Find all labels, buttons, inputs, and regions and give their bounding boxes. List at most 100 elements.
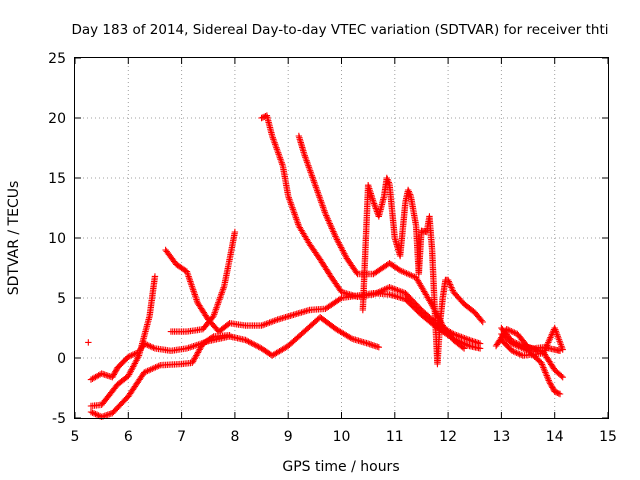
y-tick-label: 5 [57, 291, 66, 307]
x-axis-label: GPS time / hours [282, 459, 399, 475]
data-point [144, 341, 151, 349]
y-tick-label: 20 [48, 111, 66, 127]
data-point [87, 408, 95, 416]
data-point [148, 343, 156, 351]
data-point [406, 189, 413, 197]
data-point [559, 346, 566, 353]
data-point [85, 339, 92, 346]
data-point [384, 176, 391, 183]
data-point [92, 410, 99, 418]
data-point [336, 295, 344, 303]
data-point [508, 328, 515, 335]
data-point [555, 390, 562, 397]
data-point [478, 317, 485, 324]
data-point [187, 344, 194, 351]
data-point [255, 343, 262, 351]
x-tick-label: 6 [124, 429, 133, 445]
data-point [189, 284, 196, 292]
data-point [126, 352, 134, 360]
x-tick-label: 11 [386, 429, 404, 445]
data-point [448, 284, 455, 291]
data-point [89, 409, 96, 416]
x-tick-label: 5 [71, 429, 80, 445]
data-point [147, 343, 154, 350]
data-point [546, 380, 554, 387]
data-point [447, 282, 454, 290]
x-tick-label: 14 [546, 429, 564, 445]
data-point [190, 288, 197, 295]
data-point [505, 326, 512, 334]
x-tick-label: 13 [492, 429, 510, 445]
data-point [510, 348, 517, 355]
data-point [516, 351, 523, 358]
data-point [248, 339, 255, 347]
data-point [112, 367, 120, 374]
data-point [185, 274, 193, 282]
data-point [95, 412, 102, 419]
data-point [448, 285, 456, 293]
data-point [253, 342, 261, 350]
data-point [549, 385, 557, 393]
data-point [508, 347, 516, 354]
data-point [142, 341, 150, 348]
data-point [546, 378, 553, 386]
data-point [509, 328, 517, 336]
data-point [549, 384, 556, 391]
data-point [514, 350, 522, 357]
y-axis-label: SDTVAR / TECUs [6, 181, 22, 296]
plot-frame [74, 57, 609, 419]
data-point [251, 341, 258, 348]
data-point [192, 294, 200, 302]
data-point [445, 278, 452, 285]
data-point [134, 353, 142, 361]
data-point [188, 281, 195, 288]
data-point [252, 342, 259, 349]
data-point [385, 179, 393, 186]
data-point [511, 348, 519, 356]
data-point [513, 349, 520, 357]
data-point [384, 177, 392, 185]
data-point [558, 372, 565, 380]
data-point [185, 344, 192, 352]
data-point [231, 228, 239, 236]
data-point [503, 326, 510, 333]
grid-lines [75, 58, 608, 418]
data-point [511, 329, 518, 336]
y-tick-label: 0 [57, 351, 66, 367]
x-tick-label: 9 [284, 429, 293, 445]
data-point [479, 318, 486, 326]
data-point [141, 340, 148, 347]
data-point [131, 350, 138, 358]
data-point [548, 382, 555, 390]
data-point [188, 283, 196, 290]
data-point [189, 286, 197, 293]
data-point [129, 351, 137, 358]
data-point [460, 345, 468, 352]
data-point [185, 273, 192, 280]
x-tick-label: 10 [333, 429, 351, 445]
data-point [242, 336, 249, 344]
x-tick-label: 7 [177, 429, 186, 445]
data-point [353, 269, 360, 276]
data-point [187, 279, 195, 287]
y-tick-label: -5 [52, 411, 66, 427]
data-point [128, 352, 135, 359]
data-point [245, 338, 252, 345]
data-point [446, 279, 453, 287]
data-point [559, 374, 566, 381]
data-point [191, 289, 198, 297]
data-point [187, 278, 194, 285]
data-point [111, 369, 118, 377]
data-point [192, 293, 199, 300]
data-point [109, 374, 116, 381]
data-point [151, 273, 159, 280]
data-point [150, 344, 157, 351]
data-point [193, 341, 200, 349]
data-point [444, 276, 452, 284]
x-tick-label: 15 [599, 429, 617, 445]
data-point [190, 342, 197, 350]
data-point [347, 334, 354, 342]
data-point [506, 327, 513, 334]
data-point [191, 291, 198, 298]
data-point [145, 342, 153, 349]
